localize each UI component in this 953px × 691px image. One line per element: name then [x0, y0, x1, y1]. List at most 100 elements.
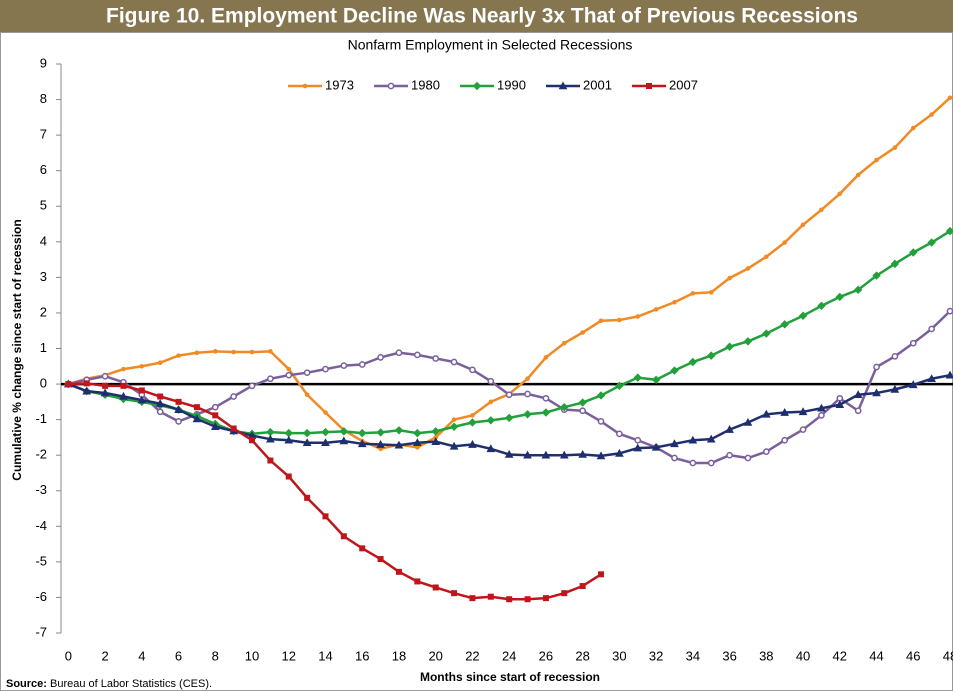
marker	[487, 377, 495, 385]
marker	[541, 408, 551, 417]
marker	[83, 380, 90, 387]
marker	[836, 394, 844, 402]
marker	[855, 172, 861, 178]
marker	[339, 427, 349, 436]
marker	[707, 459, 715, 467]
marker	[175, 398, 182, 405]
marker	[726, 451, 733, 459]
marker	[284, 435, 294, 444]
x-tick-label: 38	[759, 648, 773, 663]
marker	[303, 369, 311, 377]
series-line	[68, 310, 951, 465]
x-tick-label: 4	[138, 648, 145, 663]
legend-marker	[302, 83, 308, 89]
marker	[357, 439, 367, 448]
marker	[819, 207, 824, 213]
marker	[579, 583, 586, 590]
marker	[414, 578, 421, 585]
marker	[431, 427, 440, 436]
marker	[304, 494, 311, 501]
legend-label: 1973	[325, 77, 354, 92]
marker	[394, 426, 404, 435]
marker	[854, 407, 862, 415]
x-axis-label: Months since start of recession	[420, 670, 600, 684]
y-tick-label: 1	[40, 340, 47, 355]
marker	[835, 292, 845, 302]
marker	[615, 448, 624, 457]
marker	[837, 191, 843, 197]
y-tick-label: 0	[40, 376, 47, 391]
marker	[321, 438, 330, 447]
marker	[578, 398, 587, 407]
marker	[266, 427, 275, 437]
marker	[322, 513, 329, 520]
marker	[764, 254, 769, 260]
marker	[137, 395, 147, 404]
marker	[617, 317, 622, 323]
marker	[82, 386, 92, 395]
marker	[488, 399, 494, 405]
x-tick-label: 6	[175, 648, 182, 663]
marker	[504, 413, 514, 423]
marker	[157, 393, 164, 400]
x-tick-label: 28	[575, 648, 589, 663]
marker	[432, 355, 440, 362]
marker	[230, 393, 238, 400]
marker	[633, 443, 643, 452]
marker	[100, 388, 110, 397]
marker	[504, 449, 514, 458]
marker	[175, 418, 182, 425]
legend-marker	[472, 81, 482, 91]
marker	[781, 436, 789, 444]
marker	[670, 366, 679, 375]
marker	[890, 259, 900, 269]
marker	[486, 444, 496, 453]
chart-subtitle: Nonfarm Employment in Selected Recession…	[348, 37, 633, 53]
marker	[157, 360, 163, 366]
marker	[394, 440, 404, 449]
x-tick-label: 44	[869, 648, 883, 663]
x-tick-label: 32	[649, 648, 663, 663]
marker	[322, 365, 329, 373]
marker	[451, 417, 457, 422]
legend-label: 1990	[497, 77, 526, 92]
marker	[689, 459, 697, 467]
marker	[745, 266, 751, 271]
marker	[487, 593, 494, 600]
marker	[174, 405, 183, 413]
title-bar	[0, 0, 953, 32]
marker	[947, 95, 953, 101]
marker	[376, 439, 385, 448]
marker	[580, 330, 585, 335]
marker	[285, 473, 292, 480]
marker	[853, 390, 863, 399]
marker	[799, 426, 807, 433]
marker	[358, 361, 366, 368]
x-tick-label: 46	[906, 648, 920, 663]
marker	[523, 450, 532, 459]
y-tick-label: -7	[35, 624, 47, 639]
marker	[727, 275, 732, 281]
x-tick-label: 42	[833, 648, 847, 663]
y-tick-label: 9	[40, 55, 47, 70]
y-tick-label: 4	[40, 233, 47, 248]
marker	[872, 271, 881, 280]
marker	[156, 408, 164, 416]
marker	[192, 414, 202, 423]
marker	[525, 376, 530, 382]
marker	[798, 311, 808, 320]
x-tick-label: 34	[686, 648, 700, 663]
y-tick-label: 8	[40, 91, 47, 106]
marker	[413, 428, 422, 438]
marker	[744, 454, 752, 462]
marker	[376, 428, 385, 437]
marker	[469, 595, 476, 602]
marker	[249, 349, 255, 355]
x-tick-label: 48	[943, 648, 953, 663]
marker	[450, 358, 458, 366]
y-tick-label: -2	[35, 447, 47, 462]
marker	[377, 354, 384, 361]
marker	[139, 363, 145, 369]
y-tick-label: 7	[40, 127, 47, 142]
marker	[506, 596, 513, 603]
